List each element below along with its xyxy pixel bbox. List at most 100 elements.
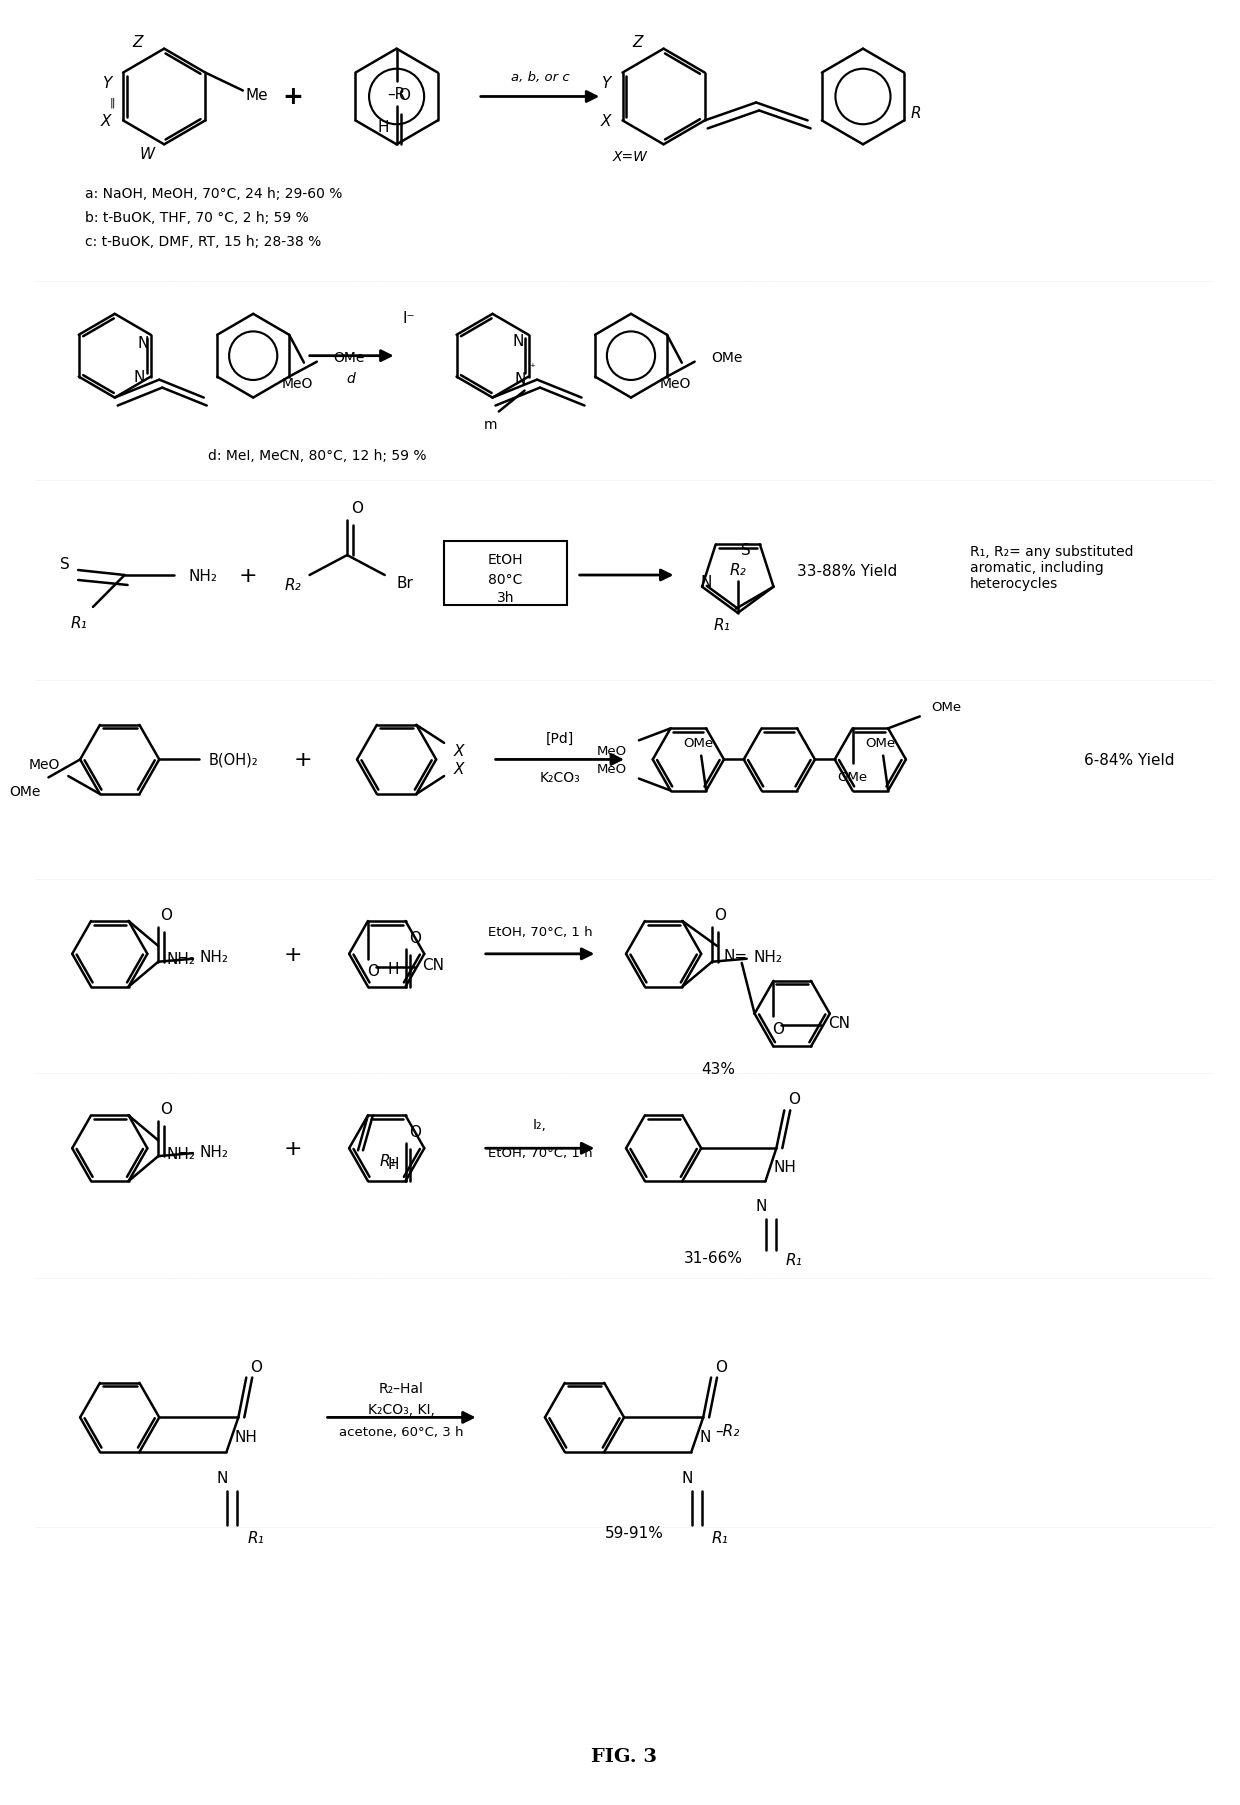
Text: OMe: OMe — [866, 736, 895, 749]
Text: ⁺: ⁺ — [529, 363, 536, 372]
Text: R₂: R₂ — [284, 578, 301, 594]
Text: Z: Z — [632, 34, 642, 51]
Text: X: X — [600, 114, 611, 128]
Text: S: S — [61, 556, 71, 570]
Text: I₂,: I₂, — [533, 1117, 547, 1132]
Text: NH: NH — [774, 1159, 796, 1173]
Text: 3h: 3h — [497, 590, 515, 605]
Text: N: N — [513, 334, 525, 348]
Text: I⁻: I⁻ — [402, 310, 414, 327]
Text: O: O — [250, 1359, 262, 1374]
Text: +: + — [239, 565, 258, 585]
Text: c: t-BuOK, DMF, RT, 15 h; 28-38 %: c: t-BuOK, DMF, RT, 15 h; 28-38 % — [86, 235, 321, 249]
Text: N: N — [133, 370, 145, 384]
Text: H: H — [377, 119, 388, 135]
Text: R₁: R₁ — [379, 1153, 397, 1168]
Text: NH₂: NH₂ — [166, 1146, 195, 1161]
Text: OMe: OMe — [931, 700, 962, 713]
Text: R₂: R₂ — [729, 561, 746, 578]
Text: X: X — [454, 744, 465, 758]
Text: N: N — [755, 1199, 766, 1213]
Text: R₁: R₁ — [714, 617, 730, 634]
Text: R₁: R₁ — [786, 1253, 802, 1267]
Text: NH₂: NH₂ — [188, 569, 218, 583]
Text: N=: N= — [724, 949, 748, 964]
Text: O: O — [715, 1359, 727, 1374]
Text: 31-66%: 31-66% — [683, 1251, 743, 1265]
Text: acetone, 60°C, 3 h: acetone, 60°C, 3 h — [340, 1426, 464, 1439]
Text: H: H — [388, 1155, 399, 1171]
Text: N: N — [217, 1469, 228, 1486]
Text: OMe: OMe — [837, 771, 868, 783]
Text: R₁, R₂= any substituted
aromatic, including
heterocycles: R₁, R₂= any substituted aromatic, includ… — [970, 545, 1133, 590]
Text: NH: NH — [234, 1430, 257, 1444]
Text: NH₂: NH₂ — [200, 949, 229, 964]
Text: 33-88% Yield: 33-88% Yield — [797, 563, 898, 578]
Text: d: d — [347, 372, 356, 386]
Text: K₂CO₃, KI,: K₂CO₃, KI, — [368, 1402, 435, 1417]
Text: 80°C: 80°C — [489, 572, 522, 587]
Text: O: O — [714, 908, 725, 922]
Text: +: + — [284, 944, 303, 964]
Text: MeO: MeO — [596, 744, 627, 758]
Text: ‖: ‖ — [109, 97, 115, 108]
Text: MeO: MeO — [281, 377, 312, 390]
Text: R₁: R₁ — [247, 1529, 264, 1545]
Text: N: N — [682, 1469, 693, 1486]
Text: +: + — [283, 85, 304, 110]
Text: H: H — [388, 962, 399, 977]
Text: MeO: MeO — [29, 758, 61, 773]
Text: N: N — [701, 576, 712, 590]
Text: X: X — [454, 762, 465, 776]
Text: O: O — [773, 1022, 785, 1036]
Text: O: O — [409, 930, 422, 946]
Text: OMe: OMe — [9, 785, 41, 800]
Text: O: O — [789, 1092, 800, 1106]
Text: EtOH, 70°C, 1 h: EtOH, 70°C, 1 h — [487, 926, 593, 939]
Text: FIG. 3: FIG. 3 — [591, 1747, 657, 1765]
Text: O: O — [160, 1101, 172, 1117]
Text: MeO: MeO — [596, 764, 627, 776]
Text: R₁: R₁ — [712, 1529, 729, 1545]
Text: O: O — [351, 502, 363, 516]
Text: W: W — [140, 148, 155, 162]
Text: OMe: OMe — [683, 736, 713, 749]
Text: CN: CN — [423, 958, 444, 973]
Text: a, b, or c: a, b, or c — [511, 70, 569, 85]
Text: MeO: MeO — [660, 377, 691, 390]
Text: X: X — [100, 114, 112, 128]
Text: N: N — [138, 336, 149, 350]
Text: Z: Z — [133, 34, 144, 51]
Text: OMe: OMe — [712, 350, 743, 365]
Text: OMe: OMe — [334, 350, 365, 365]
Text: a: NaOH, MeOH, 70°C, 24 h; 29-60 %: a: NaOH, MeOH, 70°C, 24 h; 29-60 % — [86, 188, 342, 200]
Text: 59-91%: 59-91% — [605, 1525, 663, 1540]
Text: NH₂: NH₂ — [166, 951, 195, 967]
Text: O: O — [409, 1125, 422, 1139]
Text: Me: Me — [246, 88, 268, 103]
Text: –R₂: –R₂ — [715, 1422, 739, 1439]
Text: B(OH)₂: B(OH)₂ — [208, 753, 258, 767]
Text: R₁: R₁ — [71, 616, 88, 632]
Text: NH₂: NH₂ — [200, 1144, 229, 1159]
Text: EtOH: EtOH — [487, 552, 523, 567]
Text: R₂–Hal: R₂–Hal — [379, 1381, 424, 1395]
Text: –R: –R — [387, 87, 405, 101]
Text: O: O — [398, 88, 410, 103]
Text: S: S — [742, 543, 751, 558]
Text: O: O — [367, 964, 379, 978]
Text: Y: Y — [601, 76, 610, 90]
Text: N: N — [515, 372, 526, 386]
Text: 43%: 43% — [701, 1061, 735, 1076]
Text: EtOH, 70°C, 1 h: EtOH, 70°C, 1 h — [487, 1146, 593, 1159]
Text: K₂CO₃: K₂CO₃ — [539, 771, 580, 785]
Text: NH₂: NH₂ — [754, 949, 782, 964]
Text: [Pd]: [Pd] — [546, 731, 574, 745]
Text: Y: Y — [102, 76, 110, 90]
Text: Br: Br — [397, 576, 413, 592]
Text: +: + — [284, 1139, 303, 1159]
Text: X=W: X=W — [613, 150, 647, 164]
Text: 6-84% Yield: 6-84% Yield — [1084, 753, 1174, 767]
Text: R: R — [910, 106, 921, 121]
Text: b: t-BuOK, THF, 70 °C, 2 h; 59 %: b: t-BuOK, THF, 70 °C, 2 h; 59 % — [86, 211, 309, 226]
